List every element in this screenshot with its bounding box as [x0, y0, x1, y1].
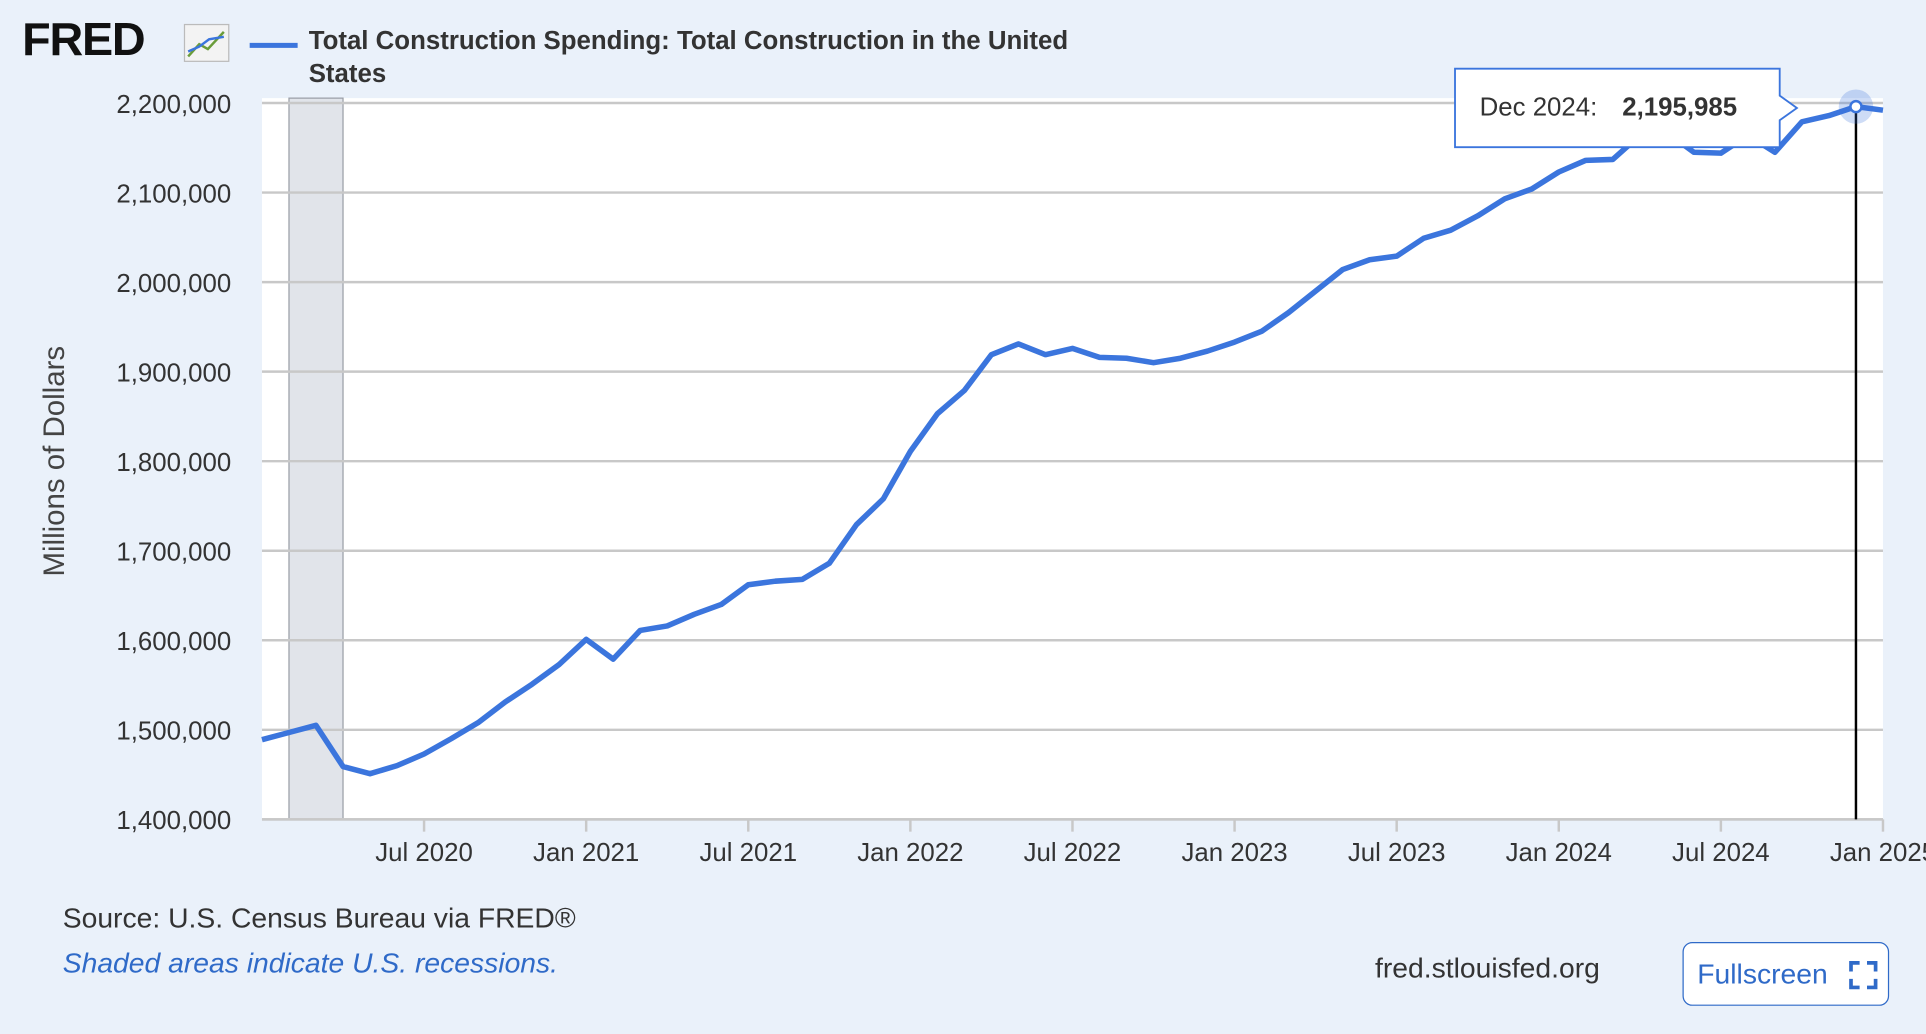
- x-tick-label: Jan 2023: [1181, 839, 1287, 867]
- y-tick-label: 1,700,000: [116, 539, 231, 567]
- button-label: Fullscreen: [1697, 957, 1828, 990]
- plot-area: [261, 98, 1883, 820]
- tooltip-date: Dec 2024:: [1480, 93, 1598, 121]
- x-tick-label: Jul 2021: [699, 839, 797, 867]
- x-tick-label: Jan 2025: [1830, 839, 1926, 867]
- x-tick-label: Jul 2022: [1024, 839, 1122, 867]
- x-tick-label: Jan 2024: [1506, 839, 1612, 867]
- hover-point: [1849, 99, 1863, 114]
- series-line: [261, 103, 1884, 777]
- chart: 1,400,000 1,500,000 1,600,000 1,700,000 1,80…: [38, 67, 1926, 867]
- y-tick-label: 1,600,000: [116, 628, 231, 656]
- y-tick-label: 1,900,000: [116, 360, 231, 388]
- x-tick-label: Jan 2021: [533, 839, 639, 867]
- y-axis-label: Millions of Dollars: [38, 346, 71, 577]
- legend-swatch: [249, 42, 298, 48]
- source: Source: U.S. Census Bureau via FRED®: [62, 901, 576, 934]
- x-tick-label: Jan 2022: [857, 839, 963, 867]
- y-tick-label: 2,200,000: [116, 91, 231, 119]
- recession-note: Shaded areas indicate U.S. recessions.: [62, 946, 559, 979]
- recession-shade: [288, 97, 344, 820]
- y-tick-label: 2,000,000: [116, 270, 231, 298]
- x-tick-label: Jul 2023: [1348, 839, 1446, 867]
- tooltip-box: [1454, 67, 1799, 149]
- x-tick-label: Jul 2024: [1672, 839, 1770, 867]
- y-tick-label: 2,100,000: [116, 180, 231, 208]
- logo: FRED: [22, 14, 146, 67]
- y-tick-label: 1,400,000: [116, 807, 231, 835]
- tooltip-value: 2,195,985: [1622, 93, 1737, 121]
- logo-icon: [183, 23, 230, 62]
- site-link: fred.stlouisfed.org: [1375, 951, 1600, 984]
- y-tick-label: 1,800,000: [116, 449, 231, 477]
- y-tick-label: 1,500,000: [116, 718, 231, 746]
- x-tick-label: Jul 2020: [375, 839, 473, 867]
- fullscreen-button[interactable]: Fullscreen: [1682, 942, 1890, 1006]
- legend-label: Total Construction Spending: Total Const…: [308, 26, 1069, 89]
- fullscreen-icon: [1849, 961, 1878, 990]
